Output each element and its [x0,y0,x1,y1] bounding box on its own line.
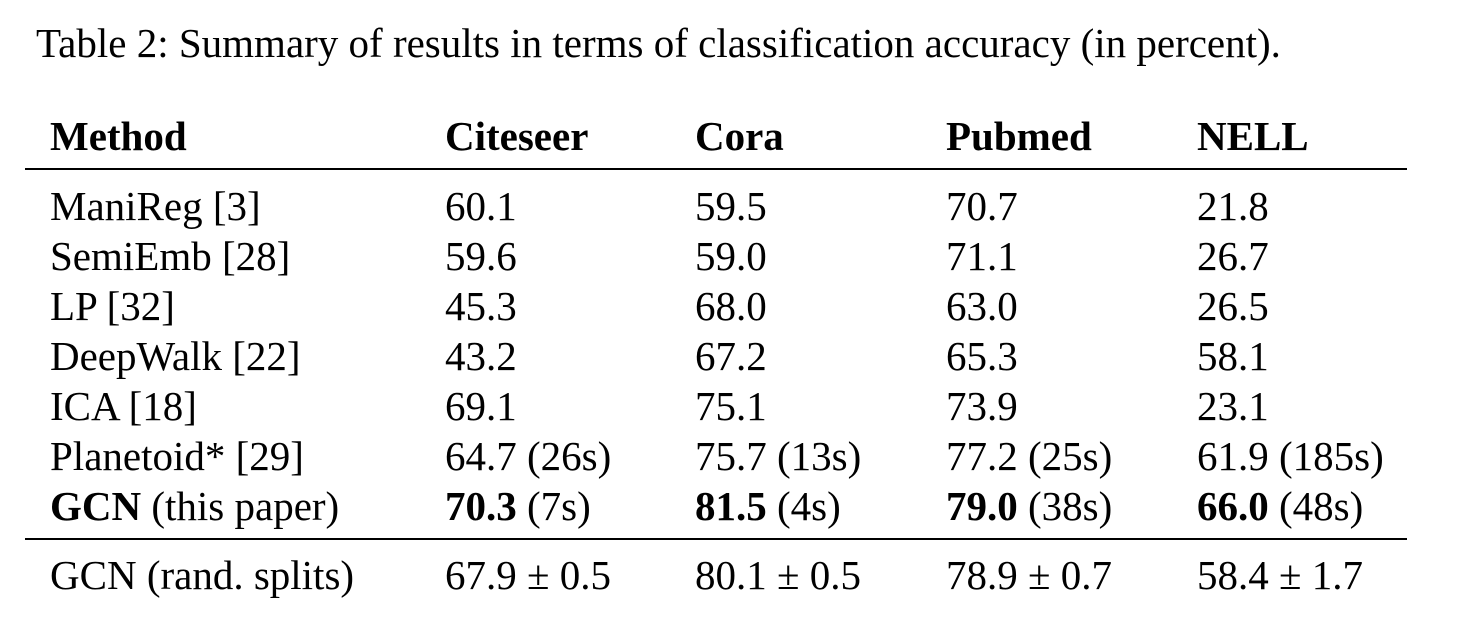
nell-cell: 26.5 [1197,283,1269,329]
cora-cell: 59.5 [695,183,767,229]
cora-cell: 75.1 [695,383,767,429]
cora-cell: 59.0 [695,233,767,279]
pubmed-cell: 77.2 (25s) [946,433,1113,479]
nell-cell: 26.7 [1197,233,1269,279]
pubmed-cell: 73.9 [946,383,1018,429]
method-note: (this paper) [141,483,340,529]
table-row: DeepWalk [22] 43.2 67.2 65.3 58.1 [0,331,1473,381]
method-cell: DeepWalk [22] [50,333,301,379]
method-name-bold: GCN [50,483,142,529]
citeseer-cell: 59.6 [445,233,517,279]
runtime: (4s) [766,483,841,529]
pubmed-cell: 71.1 [946,233,1018,279]
pubmed-cell: 65.3 [946,333,1018,379]
pubmed-cell: 63.0 [946,283,1018,329]
method-cell: GCN (rand. splits) [50,552,355,598]
header-cora: Cora [695,113,784,159]
accuracy-bold: 66.0 [1197,483,1269,529]
citeseer-cell: 43.2 [445,333,517,379]
pubmed-cell: 78.9 ± 0.7 [946,552,1113,598]
table-row: ICA [18] 69.1 75.1 73.9 23.1 [0,381,1473,431]
pubmed-cell: 70.7 [946,183,1018,229]
cora-cell: 75.7 (13s) [695,433,862,479]
table-row: SemiEmb [28] 59.6 59.0 71.1 26.7 [0,231,1473,281]
nell-cell: 58.1 [1197,333,1269,379]
citeseer-cell: 67.9 ± 0.5 [445,552,612,598]
header-method: Method [50,113,187,159]
cora-cell: 81.5 (4s) [695,481,841,531]
cora-cell: 68.0 [695,283,767,329]
citeseer-cell: 70.3 (7s) [445,481,591,531]
nell-cell: 66.0 (48s) [1197,481,1363,531]
gcn-result-row: GCN (this paper) 70.3 (7s) 81.5 (4s) 79.… [0,481,1473,531]
method-cell: SemiEmb [28] [50,233,291,279]
pubmed-cell: 79.0 (38s) [946,481,1112,531]
nell-cell: 21.8 [1197,183,1269,229]
method-cell: Planetoid* [29] [50,433,304,479]
header-rule [25,168,1407,170]
method-cell: ICA [18] [50,383,197,429]
runtime: (38s) [1017,483,1113,529]
citeseer-cell: 45.3 [445,283,517,329]
method-cell: LP [32] [50,283,175,329]
header-citeseer: Citeseer [445,113,589,159]
accuracy-bold: 79.0 [946,483,1018,529]
cora-cell: 67.2 [695,333,767,379]
table-row: Planetoid* [29] 64.7 (26s) 75.7 (13s) 77… [0,431,1473,481]
nell-cell: 23.1 [1197,383,1269,429]
random-splits-row: GCN (rand. splits) 67.9 ± 0.5 80.1 ± 0.5… [0,550,1473,600]
citeseer-cell: 69.1 [445,383,517,429]
accuracy-bold: 70.3 [445,483,517,529]
method-cell: GCN (this paper) [50,481,339,531]
accuracy-bold: 81.5 [695,483,767,529]
citeseer-cell: 64.7 (26s) [445,433,612,479]
citeseer-cell: 60.1 [445,183,517,229]
cora-cell: 80.1 ± 0.5 [695,552,862,598]
runtime: (48s) [1268,483,1364,529]
table-caption: Table 2: Summary of results in terms of … [36,20,1281,66]
table-row: ManiReg [3] 60.1 59.5 70.7 21.8 [0,181,1473,231]
runtime: (7s) [516,483,591,529]
nell-cell: 58.4 ± 1.7 [1197,552,1364,598]
header-pubmed: Pubmed [946,113,1092,159]
nell-cell: 61.9 (185s) [1197,433,1384,479]
table-row: LP [32] 45.3 68.0 63.0 26.5 [0,281,1473,331]
header-nell: NELL [1197,113,1309,159]
separator-rule [25,538,1407,540]
method-cell: ManiReg [3] [50,183,261,229]
table-header-row: Method Citeseer Cora Pubmed NELL [0,111,1473,161]
